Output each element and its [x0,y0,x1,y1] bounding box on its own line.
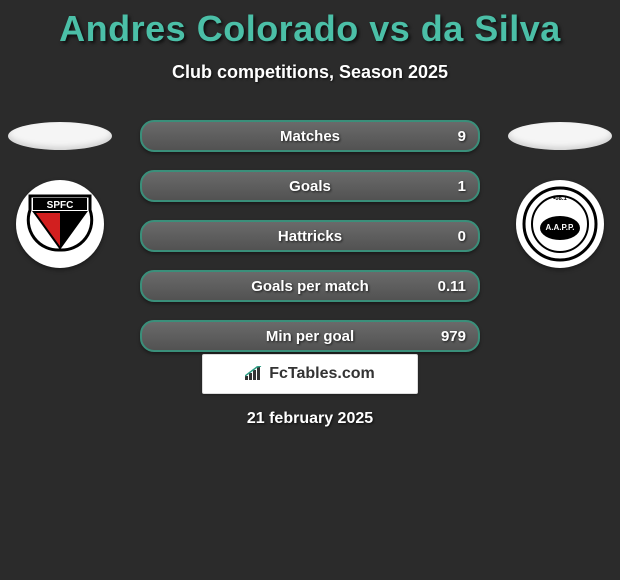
stat-row-hattricks: Hattricks 0 [140,220,480,252]
brand-link[interactable]: FcTables.com [202,354,418,394]
stat-label: Goals [289,178,331,195]
subtitle: Club competitions, Season 2025 [0,62,620,83]
stat-right-value: 1 [458,178,466,195]
stat-label: Matches [280,128,340,145]
svg-text:A.A.P.P.: A.A.P.P. [545,223,574,232]
brand-label: FcTables.com [245,365,375,383]
stat-label: Min per goal [266,328,354,345]
stat-row-goals-per-match: Goals per match 0.11 [140,270,480,302]
left-team-crest: SPFC [16,180,104,268]
stat-row-matches: Matches 9 [140,120,480,152]
right-player-column: •08.1 A.A.P.P. [500,120,620,268]
right-player-avatar-placeholder [508,122,612,150]
stat-label: Goals per match [251,278,369,295]
stat-right-value: 979 [441,328,466,345]
comparison-card: Andres Colorado vs da Silva Club competi… [0,0,620,580]
stat-right-value: 0.11 [438,278,466,295]
stat-right-value: 0 [458,228,466,245]
svg-text:•08.1: •08.1 [553,196,567,202]
aapp-crest-icon: •08.1 A.A.P.P. [520,184,600,264]
bar-chart-icon [245,366,265,382]
brand-text: FcTables.com [269,365,375,383]
svg-text:SPFC: SPFC [47,200,74,211]
left-player-avatar-placeholder [8,122,112,150]
stat-right-value: 9 [458,128,466,145]
spfc-crest-icon: SPFC [20,184,100,264]
stat-row-goals: Goals 1 [140,170,480,202]
page-title: Andres Colorado vs da Silva [0,0,620,50]
stats-list: Matches 9 Goals 1 Hattricks 0 Goals per … [140,120,480,352]
left-player-column: SPFC [0,120,120,268]
stat-label: Hattricks [278,228,342,245]
date-label: 21 february 2025 [0,410,620,428]
right-team-crest: •08.1 A.A.P.P. [516,180,604,268]
stat-row-min-per-goal: Min per goal 979 [140,320,480,352]
